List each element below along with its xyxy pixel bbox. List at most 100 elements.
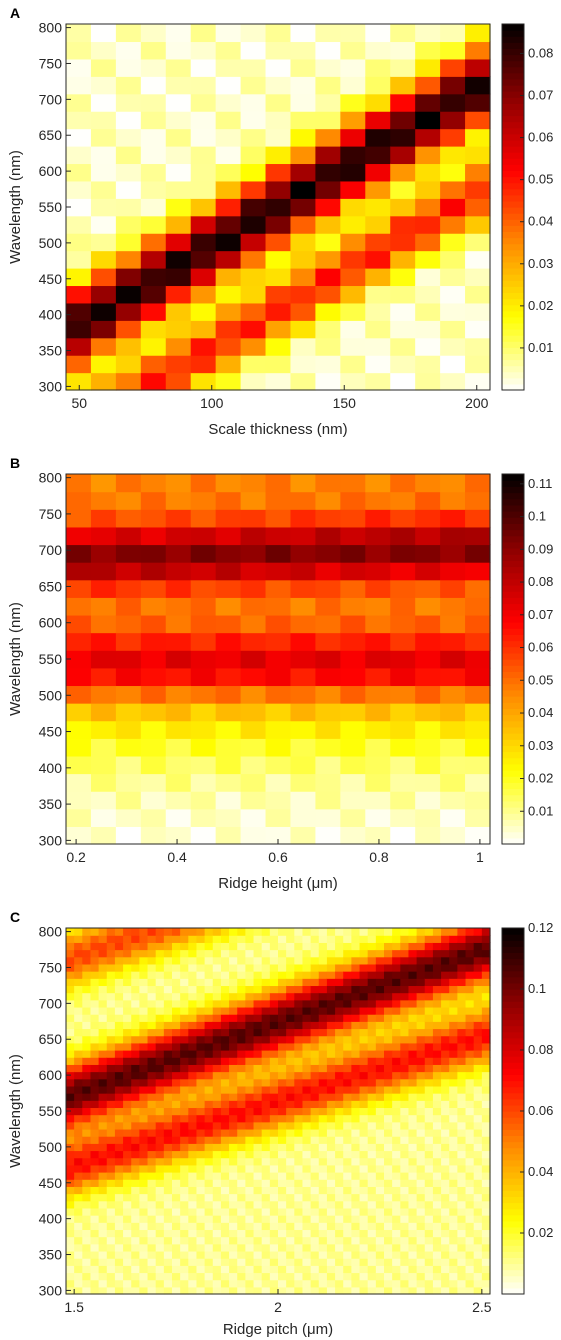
heatmap-cell xyxy=(66,509,92,528)
heatmap-cell xyxy=(245,928,255,936)
heatmap-cell xyxy=(155,1258,165,1266)
heatmap-cell xyxy=(441,1157,450,1166)
heatmap-cell xyxy=(481,1243,491,1252)
heatmap-cell xyxy=(457,1265,467,1274)
heatmap-cell xyxy=(90,1136,100,1144)
heatmap-cell xyxy=(384,1179,393,1187)
heatmap-cell xyxy=(318,1014,328,1022)
heatmap-cell xyxy=(66,1186,75,1195)
heatmap-cell xyxy=(315,128,341,147)
y-tick-label: 300 xyxy=(39,1282,63,1298)
heatmap-cell xyxy=(441,999,450,1008)
heatmap-cell xyxy=(465,250,491,269)
heatmap-cell xyxy=(359,971,369,979)
heatmap-cell xyxy=(392,985,401,994)
heatmap-cell xyxy=(140,302,167,321)
heatmap-cell xyxy=(315,198,341,217)
heatmap-cell xyxy=(74,963,83,972)
heatmap-cell xyxy=(204,1150,214,1159)
heatmap-cell xyxy=(229,1064,238,1073)
heatmap-cell xyxy=(139,992,149,1001)
heatmap-cell xyxy=(188,956,198,965)
heatmap-cell xyxy=(123,949,132,958)
heatmap-cell xyxy=(196,1014,206,1022)
heatmap-cell xyxy=(365,372,391,391)
heatmap-cell xyxy=(220,1286,230,1295)
heatmap-cell xyxy=(188,1222,198,1231)
heatmap-cell xyxy=(390,597,416,616)
heatmap-cell xyxy=(351,1272,361,1281)
heatmap-cell xyxy=(302,1243,312,1252)
heatmap-cell xyxy=(212,1028,222,1037)
heatmap-cell xyxy=(90,1014,100,1022)
heatmap-cell xyxy=(165,632,192,651)
heatmap-cell xyxy=(229,1071,238,1080)
heatmap-cell xyxy=(465,956,475,965)
heatmap-cell xyxy=(465,1236,475,1245)
heatmap-cell xyxy=(315,826,341,845)
heatmap-cell xyxy=(359,985,369,994)
heatmap-cell xyxy=(440,76,466,95)
heatmap-cell xyxy=(123,1136,132,1144)
heatmap-cell xyxy=(365,58,391,77)
heatmap-cell xyxy=(237,1150,246,1159)
heatmap-cell xyxy=(245,1042,255,1051)
heatmap-cell xyxy=(261,1164,271,1173)
heatmap-cell xyxy=(172,971,181,979)
heatmap-cell xyxy=(261,1215,271,1223)
heatmap-cell xyxy=(278,1265,287,1274)
y-tick-label: 650 xyxy=(39,1031,63,1047)
heatmap-cell xyxy=(432,1186,442,1195)
heatmap-cell xyxy=(392,1186,401,1195)
heatmap-cell xyxy=(408,1236,418,1245)
heatmap-cell xyxy=(481,992,491,1001)
heatmap-cell xyxy=(294,1064,304,1073)
heatmap-cell xyxy=(139,942,149,951)
heatmap-cell xyxy=(140,738,167,757)
heatmap-cell xyxy=(155,1222,165,1231)
colorbar-step xyxy=(502,225,524,232)
heatmap-cell xyxy=(229,1222,238,1231)
heatmap-cell xyxy=(343,1014,352,1022)
heatmap-cell xyxy=(155,963,165,972)
heatmap-cell xyxy=(237,1236,246,1245)
heatmap-cell xyxy=(440,579,466,598)
heatmap-cell xyxy=(155,1121,165,1130)
heatmap-cell xyxy=(351,1236,361,1245)
heatmap-cell xyxy=(269,1042,279,1051)
heatmap-cell xyxy=(367,1021,377,1030)
heatmap-cell xyxy=(302,1215,312,1223)
heatmap-cell xyxy=(261,1172,271,1180)
heatmap-cell xyxy=(424,1229,434,1238)
heatmap-cell xyxy=(115,720,142,739)
heatmap-cell xyxy=(415,526,441,546)
heatmap-cell xyxy=(481,1071,491,1080)
heatmap-cell xyxy=(188,1014,198,1022)
heatmap-cell xyxy=(465,1286,475,1295)
heatmap-cell xyxy=(172,1222,181,1231)
heatmap-cell xyxy=(365,720,391,739)
heatmap-cell xyxy=(465,1193,475,1202)
heatmap-cell xyxy=(82,1028,92,1037)
heatmap-cell xyxy=(392,1222,401,1231)
heatmap-b xyxy=(66,474,491,845)
heatmap-cell xyxy=(359,956,369,965)
heatmap-cell xyxy=(481,1136,491,1144)
heatmap-cell xyxy=(240,579,267,598)
heatmap-cell xyxy=(240,215,267,234)
heatmap-cell xyxy=(82,1136,92,1144)
heatmap-cell xyxy=(278,985,287,994)
heatmap-cell xyxy=(123,1093,132,1101)
heatmap-cell xyxy=(457,971,467,979)
heatmap-cell xyxy=(432,963,442,972)
heatmap-cell xyxy=(98,1150,108,1159)
heatmap-cell xyxy=(165,111,192,130)
heatmap-cell xyxy=(432,1107,442,1116)
heatmap-cell xyxy=(432,1035,442,1044)
heatmap-cell xyxy=(131,1172,140,1180)
heatmap-cell xyxy=(415,76,441,95)
heatmap-cell xyxy=(424,1093,434,1101)
heatmap-cell xyxy=(82,942,92,951)
heatmap-cell xyxy=(408,1035,418,1044)
heatmap-cell xyxy=(188,978,198,987)
